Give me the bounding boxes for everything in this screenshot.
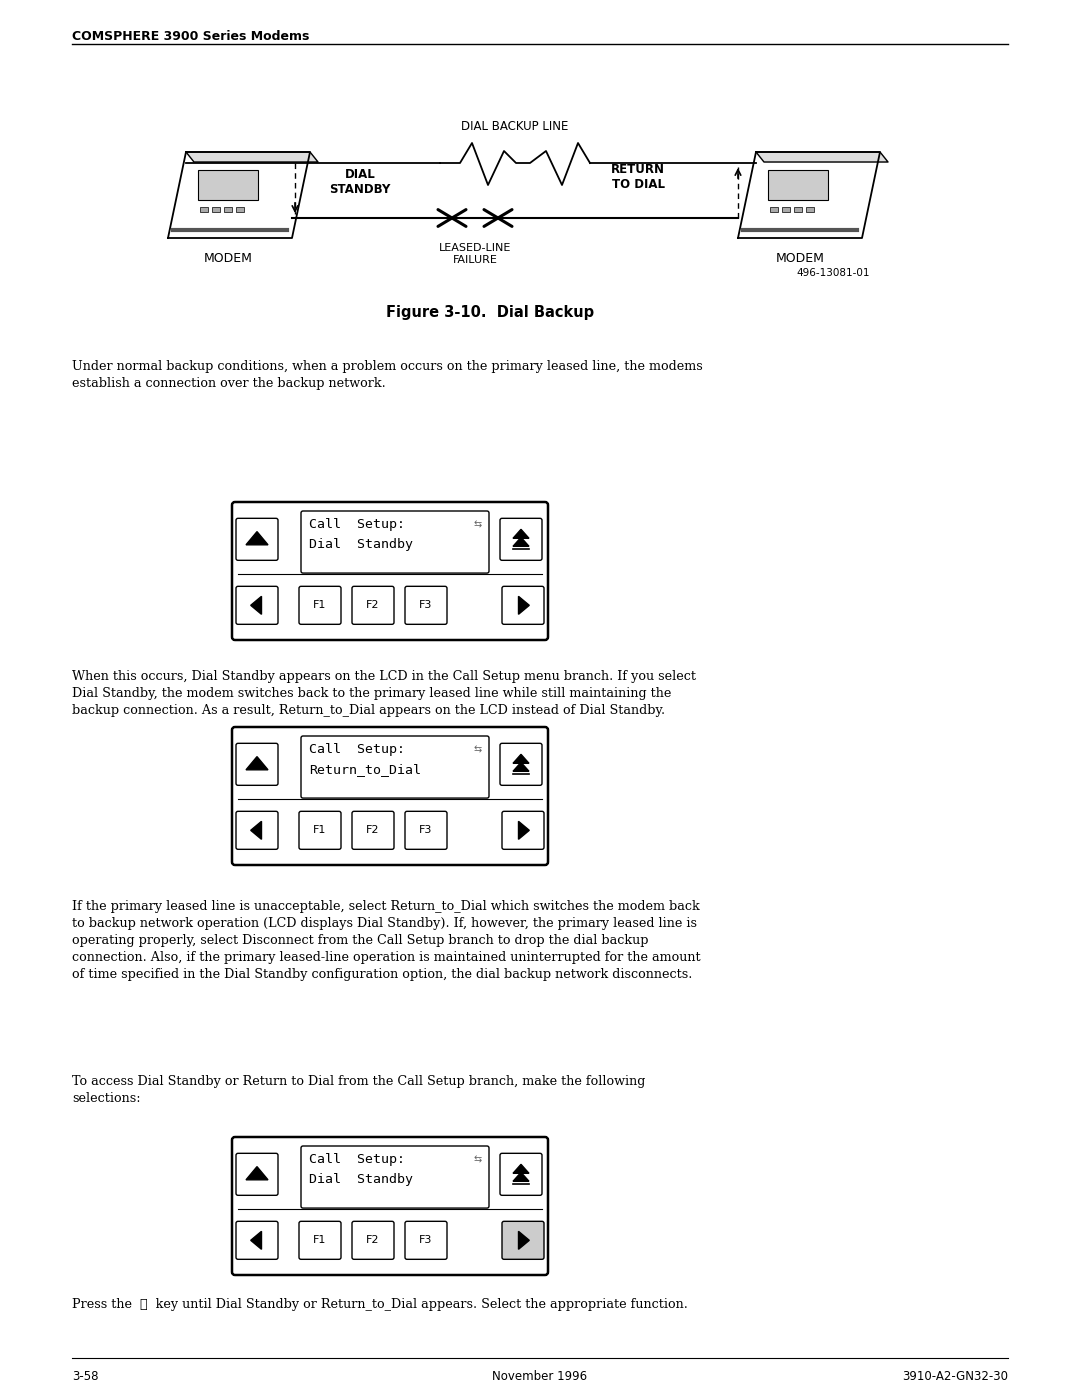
Polygon shape xyxy=(513,1164,529,1173)
Text: November 1996: November 1996 xyxy=(492,1370,588,1383)
FancyBboxPatch shape xyxy=(299,1221,341,1259)
Polygon shape xyxy=(246,1166,268,1180)
FancyBboxPatch shape xyxy=(405,587,447,624)
FancyBboxPatch shape xyxy=(232,1137,548,1275)
FancyBboxPatch shape xyxy=(502,812,544,849)
Polygon shape xyxy=(513,763,529,771)
Bar xyxy=(198,170,258,200)
Polygon shape xyxy=(246,532,268,545)
Text: MODEM: MODEM xyxy=(775,251,824,265)
Bar xyxy=(782,207,789,212)
Bar xyxy=(237,207,244,212)
FancyBboxPatch shape xyxy=(299,812,341,849)
Text: Under normal backup conditions, when a problem occurs on the primary leased line: Under normal backup conditions, when a p… xyxy=(72,360,703,390)
Polygon shape xyxy=(513,538,529,546)
Bar xyxy=(768,170,828,200)
FancyBboxPatch shape xyxy=(352,1221,394,1259)
FancyBboxPatch shape xyxy=(237,743,278,785)
Polygon shape xyxy=(518,1231,529,1249)
FancyBboxPatch shape xyxy=(299,587,341,624)
FancyBboxPatch shape xyxy=(237,1154,278,1196)
Text: COMSPHERE 3900 Series Modems: COMSPHERE 3900 Series Modems xyxy=(72,29,309,43)
FancyBboxPatch shape xyxy=(500,743,542,785)
FancyBboxPatch shape xyxy=(237,587,278,624)
Text: F3: F3 xyxy=(419,826,433,835)
Text: ⇆: ⇆ xyxy=(474,745,482,754)
Text: Dial  Standby: Dial Standby xyxy=(309,538,413,550)
Text: 3910-A2-GN32-30: 3910-A2-GN32-30 xyxy=(902,1370,1008,1383)
Text: RETURN
TO DIAL: RETURN TO DIAL xyxy=(611,163,665,191)
FancyBboxPatch shape xyxy=(405,1221,447,1259)
Polygon shape xyxy=(513,1172,529,1182)
Text: DIAL BACKUP LINE: DIAL BACKUP LINE xyxy=(461,120,569,133)
Text: DIAL
STANDBY: DIAL STANDBY xyxy=(329,168,391,196)
FancyBboxPatch shape xyxy=(301,1146,489,1208)
Polygon shape xyxy=(186,152,318,162)
Text: Call  Setup:: Call Setup: xyxy=(309,1153,405,1166)
Text: F1: F1 xyxy=(313,601,326,610)
Text: Dial  Standby: Dial Standby xyxy=(309,1173,413,1186)
Text: ⇆: ⇆ xyxy=(474,520,482,529)
Polygon shape xyxy=(251,597,261,615)
FancyBboxPatch shape xyxy=(502,587,544,624)
FancyBboxPatch shape xyxy=(502,1221,544,1259)
Polygon shape xyxy=(738,152,880,237)
Text: F1: F1 xyxy=(313,1235,326,1245)
FancyBboxPatch shape xyxy=(232,726,548,865)
Text: Call  Setup:: Call Setup: xyxy=(309,518,405,531)
FancyBboxPatch shape xyxy=(500,518,542,560)
FancyBboxPatch shape xyxy=(500,1154,542,1196)
FancyBboxPatch shape xyxy=(232,502,548,640)
Text: If the primary leased line is unacceptable, select Return_to_Dial which switches: If the primary leased line is unacceptab… xyxy=(72,900,701,981)
Polygon shape xyxy=(513,754,529,763)
Polygon shape xyxy=(251,821,261,840)
Text: 3-58: 3-58 xyxy=(72,1370,98,1383)
Text: LEASED-LINE
FAILURE: LEASED-LINE FAILURE xyxy=(438,243,511,264)
Text: MODEM: MODEM xyxy=(203,251,253,265)
Polygon shape xyxy=(246,757,268,770)
FancyBboxPatch shape xyxy=(352,587,394,624)
FancyBboxPatch shape xyxy=(352,812,394,849)
Bar xyxy=(794,207,802,212)
Bar xyxy=(806,207,814,212)
Text: F3: F3 xyxy=(419,1235,433,1245)
Text: Press the  ≻  key until Dial Standby or Return_to_Dial appears. Select the appro: Press the ≻ key until Dial Standby or Re… xyxy=(72,1298,688,1310)
Bar xyxy=(224,207,232,212)
Polygon shape xyxy=(168,152,310,237)
FancyBboxPatch shape xyxy=(237,812,278,849)
Polygon shape xyxy=(518,597,529,615)
Polygon shape xyxy=(251,1231,261,1249)
Polygon shape xyxy=(518,821,529,840)
Bar xyxy=(770,207,778,212)
FancyBboxPatch shape xyxy=(301,511,489,573)
Polygon shape xyxy=(756,152,888,162)
Text: 496-13081-01: 496-13081-01 xyxy=(797,268,870,278)
Text: ⇆: ⇆ xyxy=(474,1154,482,1164)
Text: To access Dial Standby or Return to Dial from the Call Setup branch, make the fo: To access Dial Standby or Return to Dial… xyxy=(72,1076,646,1105)
FancyBboxPatch shape xyxy=(405,812,447,849)
Text: F1: F1 xyxy=(313,826,326,835)
Polygon shape xyxy=(513,529,529,538)
Bar xyxy=(212,207,220,212)
FancyBboxPatch shape xyxy=(237,1221,278,1259)
Text: F2: F2 xyxy=(366,826,380,835)
Text: Call  Setup:: Call Setup: xyxy=(309,743,405,756)
Text: F2: F2 xyxy=(366,601,380,610)
FancyBboxPatch shape xyxy=(237,518,278,560)
FancyBboxPatch shape xyxy=(301,736,489,798)
Text: F3: F3 xyxy=(419,601,433,610)
Text: F2: F2 xyxy=(366,1235,380,1245)
Text: When this occurs, Dial Standby appears on the LCD in the Call Setup menu branch.: When this occurs, Dial Standby appears o… xyxy=(72,671,696,717)
Text: Figure 3-10.  Dial Backup: Figure 3-10. Dial Backup xyxy=(386,305,594,320)
Bar xyxy=(200,207,208,212)
Text: Return_to_Dial: Return_to_Dial xyxy=(309,763,421,775)
